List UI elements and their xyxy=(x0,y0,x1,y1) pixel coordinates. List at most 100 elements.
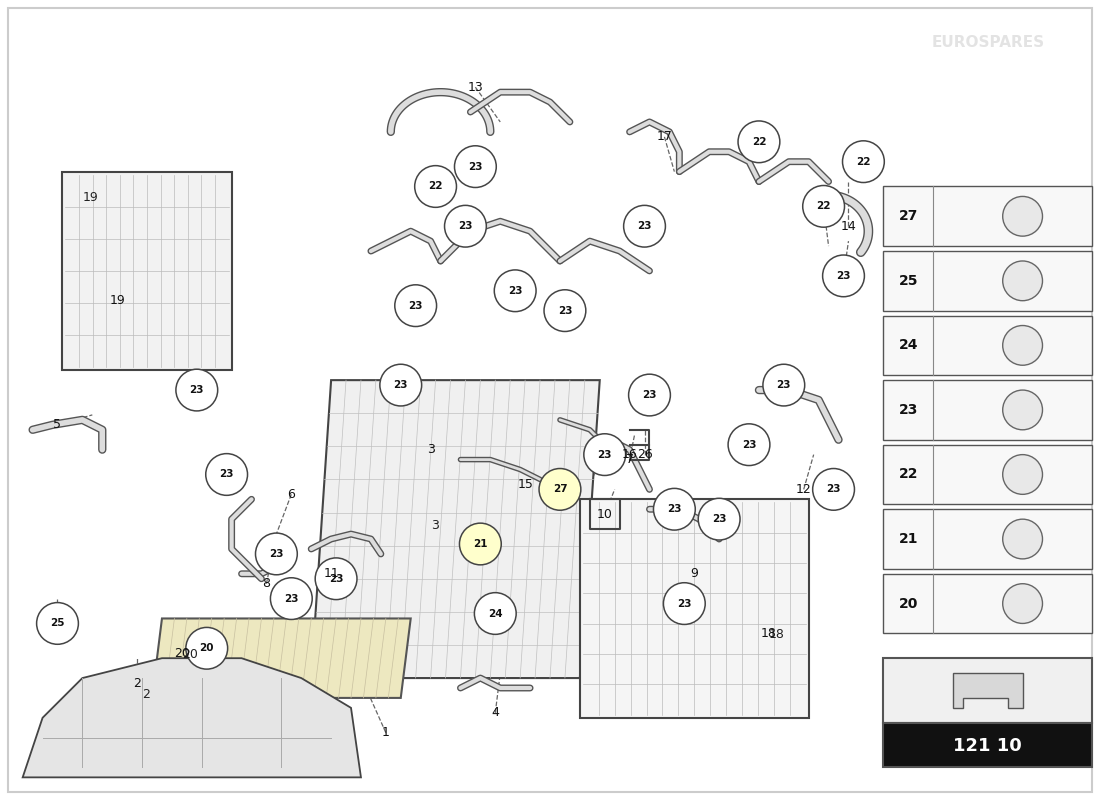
Text: 18: 18 xyxy=(761,627,777,640)
Text: 9: 9 xyxy=(691,567,698,580)
Circle shape xyxy=(395,285,437,326)
Text: 23: 23 xyxy=(459,222,473,231)
Circle shape xyxy=(738,121,780,162)
Text: 20: 20 xyxy=(182,648,198,661)
Circle shape xyxy=(255,533,297,574)
Text: 23: 23 xyxy=(637,222,652,231)
FancyBboxPatch shape xyxy=(883,315,1092,375)
Text: 25: 25 xyxy=(899,274,917,288)
Text: 14: 14 xyxy=(840,220,857,233)
Text: 1: 1 xyxy=(382,726,389,739)
Text: 13: 13 xyxy=(468,81,483,94)
Polygon shape xyxy=(23,658,361,778)
Circle shape xyxy=(584,434,626,475)
Circle shape xyxy=(663,582,705,625)
Text: 27: 27 xyxy=(899,210,917,223)
Text: 23: 23 xyxy=(667,504,682,514)
Text: 23: 23 xyxy=(270,549,284,559)
Text: 3: 3 xyxy=(427,443,434,456)
FancyBboxPatch shape xyxy=(883,722,1092,767)
FancyBboxPatch shape xyxy=(883,186,1092,246)
Text: 23: 23 xyxy=(508,286,522,296)
Text: 8: 8 xyxy=(263,578,271,590)
Circle shape xyxy=(1003,390,1043,430)
Circle shape xyxy=(1003,197,1043,236)
Text: 23: 23 xyxy=(284,594,298,604)
Text: 18: 18 xyxy=(769,628,784,642)
FancyBboxPatch shape xyxy=(883,380,1092,440)
Text: 23: 23 xyxy=(836,271,850,281)
Text: 3: 3 xyxy=(430,519,439,532)
Circle shape xyxy=(803,186,845,227)
Text: 24: 24 xyxy=(488,609,503,618)
FancyBboxPatch shape xyxy=(883,445,1092,504)
Text: 4: 4 xyxy=(492,706,499,719)
FancyBboxPatch shape xyxy=(883,510,1092,569)
Circle shape xyxy=(539,469,581,510)
Text: 23: 23 xyxy=(899,403,917,417)
Circle shape xyxy=(544,290,586,331)
FancyBboxPatch shape xyxy=(883,574,1092,634)
Circle shape xyxy=(454,146,496,187)
Text: EUROSPARES: EUROSPARES xyxy=(932,35,1044,50)
Circle shape xyxy=(1003,584,1043,623)
Circle shape xyxy=(36,602,78,644)
FancyBboxPatch shape xyxy=(883,251,1092,310)
Text: 7: 7 xyxy=(626,453,634,466)
Circle shape xyxy=(444,206,486,247)
Text: 5: 5 xyxy=(54,418,62,431)
Text: 6: 6 xyxy=(287,488,295,501)
Polygon shape xyxy=(953,673,1023,708)
Text: 22: 22 xyxy=(428,182,443,191)
Circle shape xyxy=(763,364,805,406)
Text: 23: 23 xyxy=(558,306,572,316)
Text: 23: 23 xyxy=(329,574,343,584)
Text: 23: 23 xyxy=(597,450,612,460)
Text: 25: 25 xyxy=(51,618,65,629)
Text: 11: 11 xyxy=(323,567,339,580)
Text: 20: 20 xyxy=(899,597,917,610)
Polygon shape xyxy=(311,380,600,678)
Text: 23: 23 xyxy=(777,380,791,390)
Text: 16: 16 xyxy=(621,448,638,461)
Circle shape xyxy=(271,578,312,619)
Circle shape xyxy=(843,141,884,182)
Text: 23: 23 xyxy=(678,598,692,609)
Circle shape xyxy=(728,424,770,466)
Text: 19: 19 xyxy=(109,294,125,307)
Text: 20: 20 xyxy=(199,643,214,654)
Circle shape xyxy=(206,454,248,495)
Text: 19: 19 xyxy=(82,191,98,204)
Circle shape xyxy=(176,370,218,411)
Circle shape xyxy=(494,270,536,312)
Circle shape xyxy=(628,374,670,416)
Text: 21: 21 xyxy=(899,532,917,546)
Text: 15: 15 xyxy=(517,478,534,491)
Circle shape xyxy=(1003,326,1043,366)
Circle shape xyxy=(823,255,865,297)
Polygon shape xyxy=(152,618,410,698)
Text: 23: 23 xyxy=(826,484,840,494)
Circle shape xyxy=(379,364,421,406)
Text: 22: 22 xyxy=(856,157,871,166)
FancyBboxPatch shape xyxy=(580,499,808,718)
Text: 24: 24 xyxy=(899,338,917,352)
Text: 27: 27 xyxy=(552,484,568,494)
Text: 23: 23 xyxy=(741,440,756,450)
Text: 121 10: 121 10 xyxy=(954,737,1022,754)
Circle shape xyxy=(186,627,228,669)
Circle shape xyxy=(1003,261,1043,301)
FancyBboxPatch shape xyxy=(883,658,1092,722)
Circle shape xyxy=(813,469,855,510)
Text: 23: 23 xyxy=(219,470,234,479)
Text: 17: 17 xyxy=(657,130,672,143)
Text: a passion parts since 1985: a passion parts since 1985 xyxy=(338,409,762,629)
Text: 22: 22 xyxy=(751,137,767,147)
Text: 26: 26 xyxy=(637,448,652,461)
Text: 23: 23 xyxy=(189,385,204,395)
Circle shape xyxy=(1003,519,1043,559)
Text: 23: 23 xyxy=(712,514,726,524)
FancyBboxPatch shape xyxy=(63,171,232,370)
Circle shape xyxy=(474,593,516,634)
Text: 22: 22 xyxy=(899,467,917,482)
